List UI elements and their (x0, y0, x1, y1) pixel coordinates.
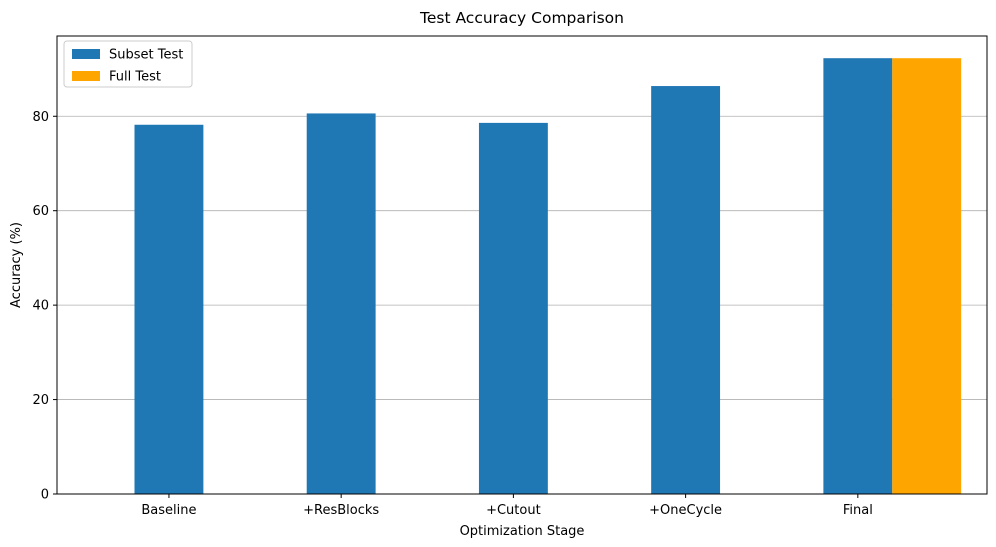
x-tick-label: +OneCycle (649, 503, 722, 518)
y-tick-label: 80 (32, 110, 49, 125)
legend-label: Full Test (109, 70, 161, 85)
y-tick-label: 20 (32, 393, 49, 408)
y-axis-label: Accuracy (%) (9, 222, 24, 308)
legend-swatch (72, 49, 100, 59)
x-tick-label: Baseline (141, 503, 196, 518)
bars (134, 58, 962, 495)
x-tick-label: Final (843, 503, 873, 518)
x-tick-label: +ResBlocks (303, 503, 379, 518)
legend-swatch (72, 71, 100, 81)
y-tick-label: 60 (32, 204, 49, 219)
plot-frame (56, 35, 988, 495)
bar-subset-test (651, 86, 721, 494)
x-axis-label: Optimization Stage (460, 524, 585, 539)
y-tick-label: 0 (41, 488, 49, 503)
bar-subset-test (823, 58, 893, 495)
x-axis-ticks: Baseline +ResBlocks +Cutout +OneCycle Final (141, 494, 873, 518)
chart-title: Test Accuracy Comparison (419, 9, 624, 27)
x-tick-label: +Cutout (486, 503, 541, 518)
legend-label: Subset Test (109, 48, 183, 63)
legend: Subset Test Full Test (63, 40, 193, 88)
bar-subset-test (306, 113, 376, 494)
bar-subset-test (134, 124, 204, 494)
y-tick-label: 40 (32, 299, 49, 314)
bar-subset-test (478, 122, 548, 494)
y-axis-ticks: 0 20 40 60 80 (32, 110, 57, 503)
bar-full-test (892, 58, 962, 495)
